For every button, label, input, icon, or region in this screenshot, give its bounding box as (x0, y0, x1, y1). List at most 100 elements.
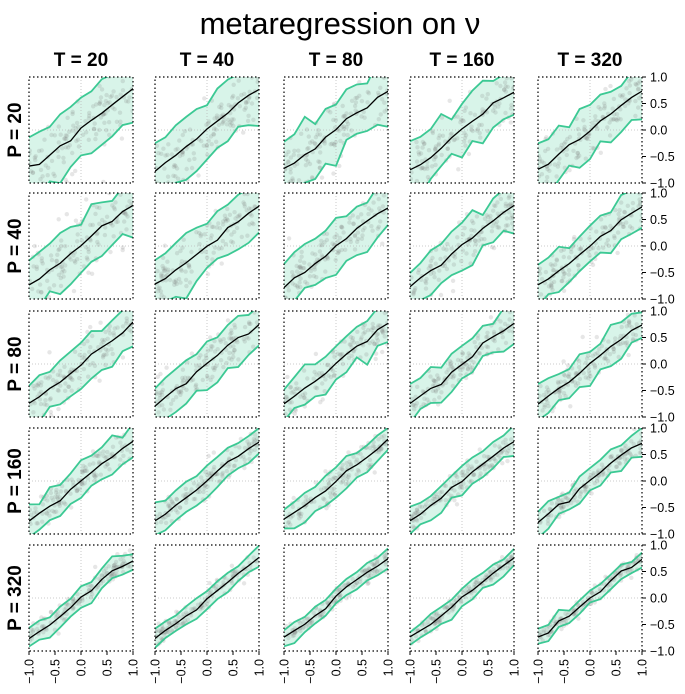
data-point (473, 242, 478, 247)
data-point (376, 90, 381, 96)
data-point (64, 136, 69, 142)
panel-plot-area (155, 77, 259, 183)
data-point (553, 262, 558, 267)
data-point (227, 462, 232, 467)
interval-upper (29, 553, 133, 629)
data-point (90, 333, 95, 339)
data-point (382, 73, 386, 77)
data-point (417, 504, 422, 509)
interval-upper (284, 311, 377, 391)
data-point (233, 457, 239, 463)
data-point (103, 362, 108, 368)
data-point (155, 374, 160, 379)
data-point (108, 249, 113, 255)
data-point (379, 434, 384, 440)
data-point (212, 349, 218, 354)
data-point (301, 368, 307, 373)
x-tick-label: 1.0 (636, 659, 650, 676)
data-point (227, 212, 233, 217)
data-point (506, 195, 511, 201)
data-point (311, 610, 316, 615)
interval-upper (538, 551, 642, 630)
data-point (354, 580, 359, 585)
data-point (30, 170, 36, 175)
y-tick-label: 1.0 (650, 539, 667, 553)
data-point (556, 389, 562, 394)
data-point (445, 146, 450, 151)
data-point (346, 473, 352, 478)
data-point (327, 477, 332, 483)
data-point (326, 601, 331, 607)
data-point (575, 126, 581, 132)
data-point (232, 463, 237, 468)
data-point (49, 257, 55, 263)
data-point (204, 122, 209, 128)
data-point (613, 336, 618, 341)
data-point (567, 372, 572, 377)
data-point (305, 376, 310, 381)
data-point (155, 391, 159, 396)
data-point (209, 344, 214, 349)
data-point (339, 224, 344, 229)
data-point (596, 468, 601, 473)
data-point (566, 374, 571, 380)
data-point (317, 159, 322, 165)
data-point (105, 336, 110, 341)
data-point (96, 242, 101, 247)
data-point (576, 616, 581, 621)
data-point (221, 580, 226, 585)
data-point (556, 381, 561, 386)
data-point (111, 563, 117, 568)
data-point (420, 139, 426, 145)
data-point (447, 359, 453, 364)
data-point (446, 139, 451, 145)
data-point (197, 363, 202, 368)
interval-upper (155, 77, 235, 144)
panel-2-4: −1.0−0.50.00.51.0 (537, 305, 675, 425)
data-point (166, 630, 171, 635)
data-point (435, 377, 441, 382)
data-point (614, 464, 619, 469)
data-point (410, 637, 414, 642)
data-point (454, 502, 460, 507)
data-point (419, 504, 425, 510)
data-point (40, 623, 45, 629)
data-point (455, 357, 461, 363)
data-point (551, 279, 557, 285)
x-tick-label: −0.5 (430, 659, 444, 684)
data-point (105, 449, 110, 455)
data-point (538, 393, 542, 399)
data-point (450, 278, 456, 283)
data-point (504, 450, 510, 456)
data-point (460, 485, 465, 491)
interval-upper (29, 428, 131, 506)
data-point (452, 599, 457, 604)
data-point (437, 133, 442, 138)
data-point (45, 173, 50, 178)
data-point (502, 87, 507, 92)
interval-upper (410, 193, 501, 274)
data-point (242, 457, 247, 462)
data-point (107, 132, 112, 138)
data-point (638, 450, 642, 455)
data-point (82, 481, 87, 486)
data-point (383, 553, 388, 558)
data-point (107, 100, 112, 105)
data-point (166, 142, 171, 147)
data-point (162, 632, 167, 638)
data-point (49, 495, 54, 500)
data-point (312, 369, 317, 375)
data-point (449, 360, 454, 365)
data-point (485, 454, 490, 459)
data-point (324, 600, 330, 605)
data-point (168, 407, 173, 412)
data-point (500, 555, 505, 560)
data-point (601, 471, 606, 476)
interval-upper (29, 193, 120, 262)
data-point (563, 495, 569, 501)
data-point (627, 450, 632, 456)
data-point (423, 286, 429, 291)
data-point (210, 374, 215, 379)
data-point (507, 317, 512, 322)
data-point (241, 130, 246, 135)
